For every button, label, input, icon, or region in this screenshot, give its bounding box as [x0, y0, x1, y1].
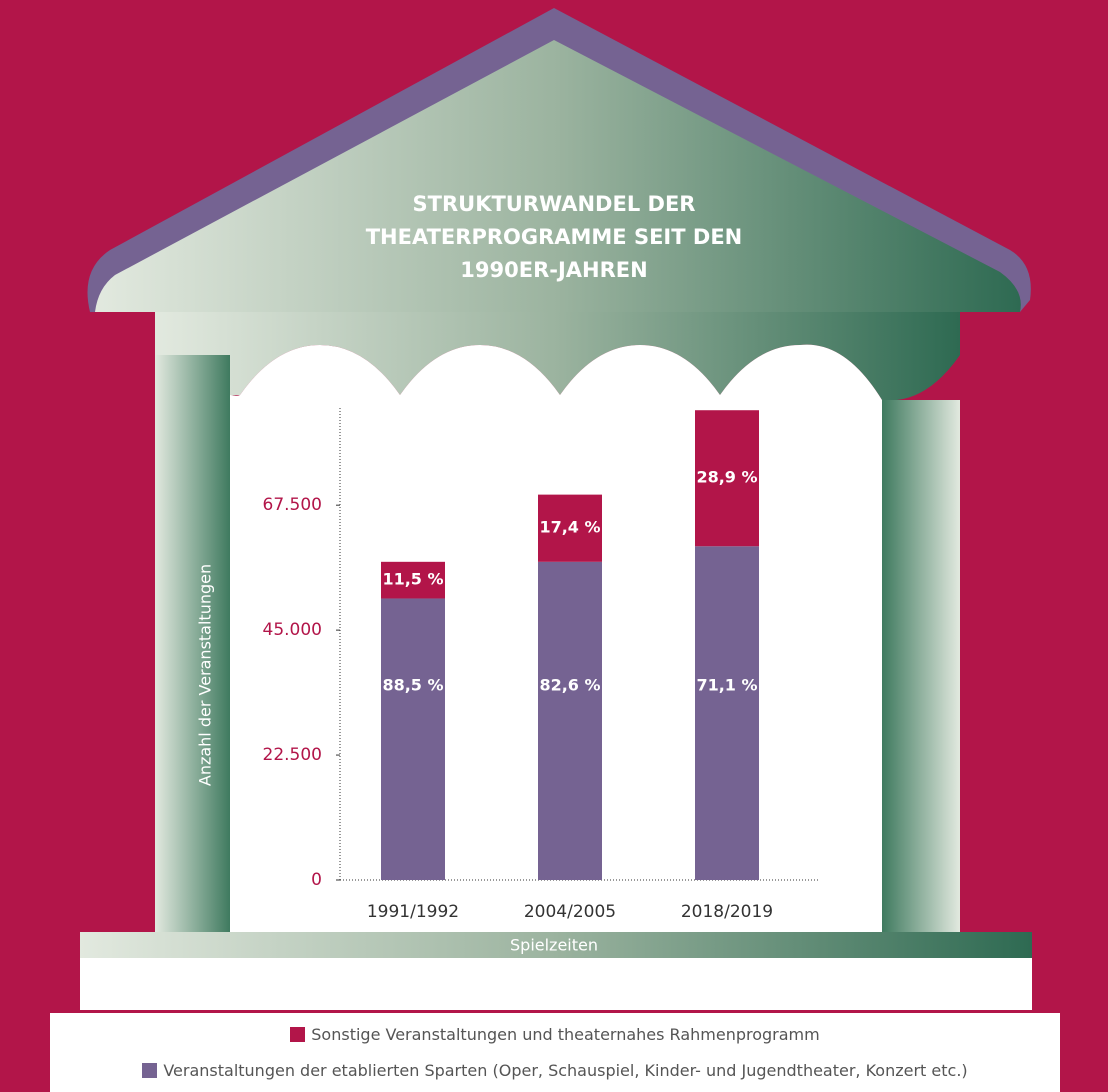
value-label: 11,5 %: [382, 570, 443, 589]
bar-segment: [381, 598, 445, 880]
value-label: 82,6 %: [539, 676, 600, 695]
roof: [95, 40, 1021, 312]
legend-item: Veranstaltungen der etablierten Sparten …: [50, 1061, 1060, 1080]
legend: Sonstige Veranstaltungen und theaternahe…: [50, 1013, 1060, 1092]
x-tick-label: 2018/2019: [681, 902, 773, 922]
y-tick-label: 22.500: [263, 745, 322, 765]
value-label: 17,4 %: [539, 518, 600, 537]
bar-segment: [695, 410, 759, 547]
base: [80, 932, 1032, 958]
legend-item: Sonstige Veranstaltungen und theaternahe…: [50, 1025, 1060, 1044]
legend-swatch: [142, 1063, 158, 1078]
legend-swatch: [290, 1027, 306, 1042]
bar-segment: [381, 561, 445, 599]
column: [155, 355, 230, 935]
value-label: 28,9 %: [696, 468, 757, 487]
y-axis-label: Anzahl der Veranstaltungen: [196, 564, 215, 786]
value-label: 71,1 %: [696, 676, 757, 695]
bar-segment: [695, 546, 759, 880]
x-tick-label: 1991/1992: [367, 902, 459, 922]
y-tick-label: 0: [311, 870, 322, 890]
x-axis-label: Spielzeiten: [510, 936, 598, 955]
y-tick-label: 45.000: [263, 620, 322, 640]
base-step: [80, 958, 1032, 1010]
y-tick-label: 67.500: [263, 495, 322, 515]
legend-label: Veranstaltungen der etablierten Sparten …: [163, 1061, 968, 1080]
legend-label: Sonstige Veranstaltungen und theaternahe…: [311, 1025, 820, 1044]
x-tick-label: 2004/2005: [524, 902, 616, 922]
value-label: 88,5 %: [382, 676, 443, 695]
valance: [155, 312, 960, 401]
chart-title: STRUKTURWANDEL DER THEATERPROGRAMME SEIT…: [365, 192, 743, 282]
bar-segment: [538, 494, 602, 562]
bar-segment: [538, 561, 602, 880]
column: [882, 400, 960, 935]
